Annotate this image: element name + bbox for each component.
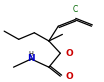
Text: C: C bbox=[72, 5, 77, 14]
Text: H: H bbox=[29, 51, 34, 57]
Text: O: O bbox=[66, 49, 73, 58]
Text: N: N bbox=[27, 54, 35, 63]
Text: O: O bbox=[66, 72, 73, 81]
